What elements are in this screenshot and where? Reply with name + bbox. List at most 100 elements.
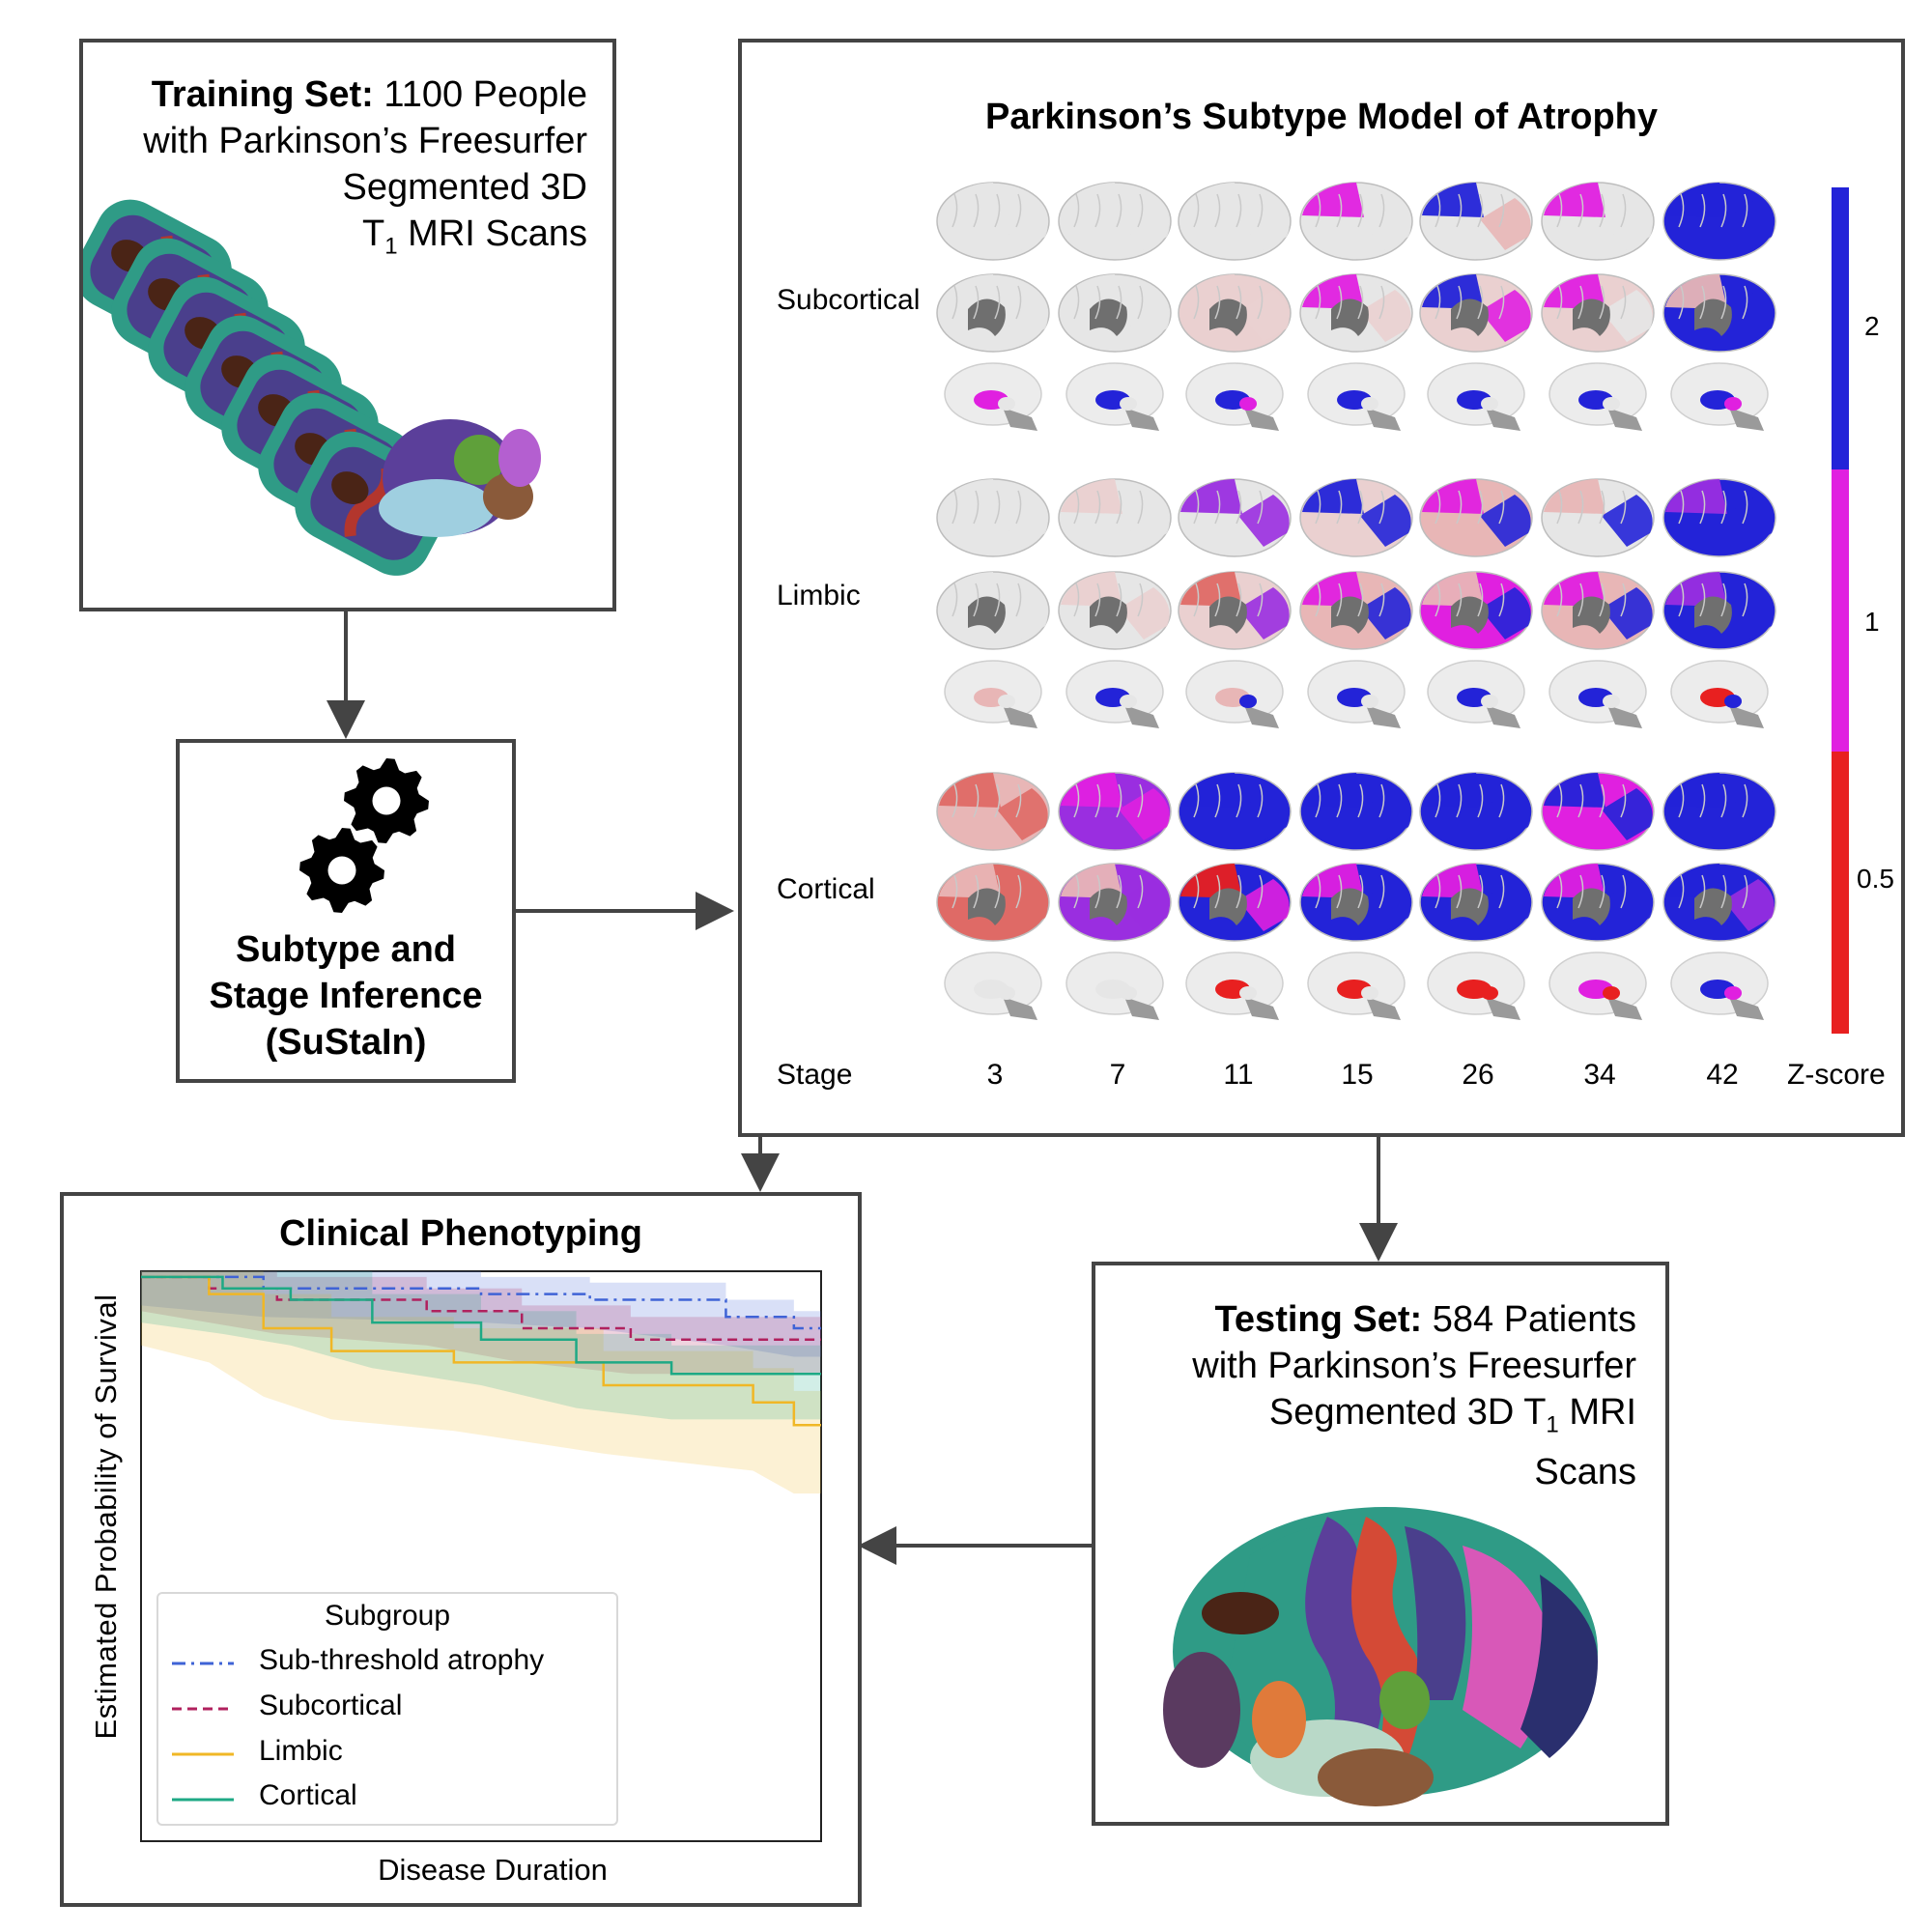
brain-view	[1541, 273, 1655, 353]
brain-view	[1065, 660, 1164, 728]
brain-view	[1541, 863, 1655, 942]
stage-label: 3	[986, 1059, 1004, 1091]
stage-label: 11	[1223, 1059, 1254, 1091]
testing-line4: Scans	[1534, 1451, 1636, 1492]
brain-view	[1185, 952, 1284, 1020]
confidence-band	[141, 1271, 821, 1494]
brain-view	[1662, 478, 1776, 557]
brain-view	[1548, 952, 1647, 1020]
brain-view	[1548, 660, 1647, 728]
sustain-box: Subtype and Stage Inference (SuStaIn)	[176, 739, 516, 1083]
survival-curve	[141, 1275, 821, 1330]
sustain-line1: Subtype and	[235, 929, 457, 970]
atrophy-model-box: Parkinson’s Subtype Model of Atrophy Sub…	[738, 39, 1905, 1137]
brain-view	[1662, 182, 1776, 261]
brain-view	[944, 660, 1042, 728]
brain-view	[1178, 273, 1292, 353]
brain-view	[1662, 772, 1776, 851]
training-set-text: Training Set: 1100 People with Parkinson…	[143, 71, 587, 270]
brain-view	[1427, 660, 1525, 728]
brain-view	[936, 571, 1050, 650]
brain-view	[1541, 478, 1655, 557]
brain-view	[1299, 182, 1413, 261]
segmented-brain-illustration	[1163, 1507, 1598, 1806]
brain-view	[1427, 952, 1525, 1020]
row-label-subcortical: Subcortical	[777, 284, 921, 316]
sustain-line3: (SuStaIn)	[265, 1022, 427, 1063]
brain-view	[1427, 362, 1525, 431]
gear-hole	[372, 786, 401, 815]
brain-view	[1299, 273, 1413, 353]
mri-slices-illustration	[83, 199, 541, 576]
testing-title: Testing Set:	[1214, 1299, 1423, 1340]
brain-view	[1662, 273, 1776, 353]
legend-label: Cortical	[259, 1779, 357, 1811]
legend-label: Sub-threshold atrophy	[259, 1644, 545, 1676]
survival-curve	[141, 1275, 821, 1427]
testing-set-box: Testing Set: 584 Patients with Parkinson…	[1092, 1262, 1669, 1826]
brain-view	[936, 863, 1050, 942]
brain-view	[1662, 863, 1776, 942]
legend-title: Subgroup	[324, 1600, 451, 1632]
brain-view	[1419, 478, 1533, 557]
testing-set-text: Testing Set: 584 Patients with Parkinson…	[1192, 1296, 1636, 1495]
colorbar-tick: 2	[1864, 311, 1880, 341]
brain-view	[1670, 362, 1769, 431]
stage-label: 7	[1109, 1059, 1126, 1091]
brain-view	[936, 478, 1050, 557]
brain-view	[936, 182, 1050, 261]
confidence-band	[141, 1271, 821, 1420]
brain-view	[1058, 863, 1172, 942]
survival-curve	[141, 1275, 821, 1376]
legend-label: Subcortical	[259, 1690, 403, 1721]
brain-view	[1541, 772, 1655, 851]
colorbar-high	[1832, 187, 1849, 469]
brain-view	[1307, 660, 1406, 728]
brain-view	[1178, 478, 1292, 557]
legend-swatches	[172, 1662, 234, 1802]
brain-view	[1065, 362, 1164, 431]
brain-view	[1419, 571, 1533, 650]
testing-line3: Segmented 3D T1 MRI	[1268, 1392, 1636, 1438]
brain-view	[1178, 182, 1292, 261]
legend-label: Limbic	[259, 1735, 343, 1767]
brain-view	[1178, 863, 1292, 942]
brain-view	[1670, 660, 1769, 728]
slice-cross-section	[379, 419, 541, 537]
stage-label: 34	[1583, 1059, 1616, 1091]
brain-view	[1178, 772, 1292, 851]
brain-view	[1299, 863, 1413, 942]
brain-view	[1541, 182, 1655, 261]
survival-plot	[140, 1270, 822, 1842]
brain-view	[1185, 362, 1284, 431]
colorbar-mid	[1832, 469, 1849, 752]
brain-view	[936, 273, 1050, 353]
brain-view	[1058, 478, 1172, 557]
brain-view	[944, 952, 1042, 1020]
stage-axis-label: Stage	[777, 1059, 853, 1091]
colorbar-low	[1832, 752, 1849, 1034]
colorbar-tick: 1	[1864, 607, 1880, 637]
brain-view	[1058, 571, 1172, 650]
brain-view	[1299, 772, 1413, 851]
atrophy-title: Parkinson’s Subtype Model of Atrophy	[984, 97, 1659, 137]
legend: Subgroup Sub-threshold atrophy Subcortic…	[156, 1592, 618, 1826]
brain-view	[944, 362, 1042, 431]
brain-model	[1163, 1507, 1598, 1806]
y-axis-label: Estimated Probability of Survival	[89, 1293, 123, 1740]
brain-view	[1541, 571, 1655, 650]
training-line2: with Parkinson’s Freesurfer	[143, 121, 587, 161]
brain-grid	[936, 182, 1776, 1020]
brain-view	[1065, 952, 1164, 1020]
plot-frame	[140, 1270, 822, 1842]
clinical-phenotyping-box: Clinical Phenotyping Estimated Probabili…	[60, 1192, 862, 1907]
training-line4: T1 MRI Scans	[362, 213, 587, 260]
gears-icon	[299, 758, 429, 913]
colorbar	[1832, 187, 1849, 1034]
row-label-cortical: Cortical	[777, 873, 875, 905]
x-axis-label: Disease Duration	[378, 1853, 608, 1887]
brain-view	[1058, 273, 1172, 353]
sustain-line2: Stage Inference	[209, 976, 483, 1016]
training-set-box: Training Set: 1100 People with Parkinson…	[79, 39, 616, 611]
